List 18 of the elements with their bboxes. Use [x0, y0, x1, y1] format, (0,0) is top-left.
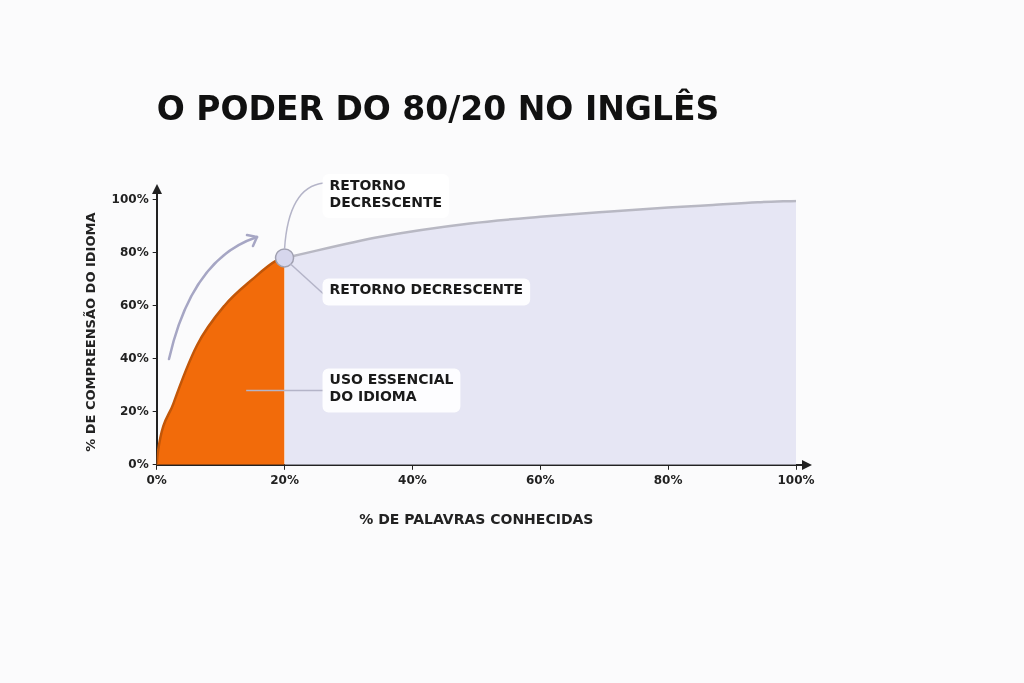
y-tick-label: 80%	[119, 244, 149, 259]
annotation: RETORNO DECRESCENTE	[329, 176, 443, 210]
chart-title: O PODER DO 80/20 NO INGLÊS	[156, 88, 720, 129]
y-tick-label: 20%	[119, 403, 149, 418]
y-axis-title: % DE COMPREENSÃO DO IDIOMA	[83, 212, 99, 452]
x-tick-label: 80%	[653, 473, 683, 488]
y-tick-label: 40%	[119, 350, 149, 365]
x-tick-label: 60%	[525, 473, 555, 488]
y-tick-label: 60%	[119, 297, 149, 312]
x-tick-label: 40%	[398, 473, 427, 488]
x-tick-label: 0%	[146, 473, 167, 488]
y-tick-label: 100%	[111, 191, 149, 206]
y-tick-label: 0%	[128, 456, 149, 471]
x-axis-title: % DE PALAVRAS CONHECIDAS	[359, 511, 594, 528]
annotation: USO ESSENCIAL DO IDIOMA	[329, 371, 454, 405]
x-tick-label: 20%	[270, 473, 299, 488]
annotation: RETORNO DECRESCENTE	[329, 281, 524, 298]
x-tick-label: 100%	[777, 473, 815, 488]
